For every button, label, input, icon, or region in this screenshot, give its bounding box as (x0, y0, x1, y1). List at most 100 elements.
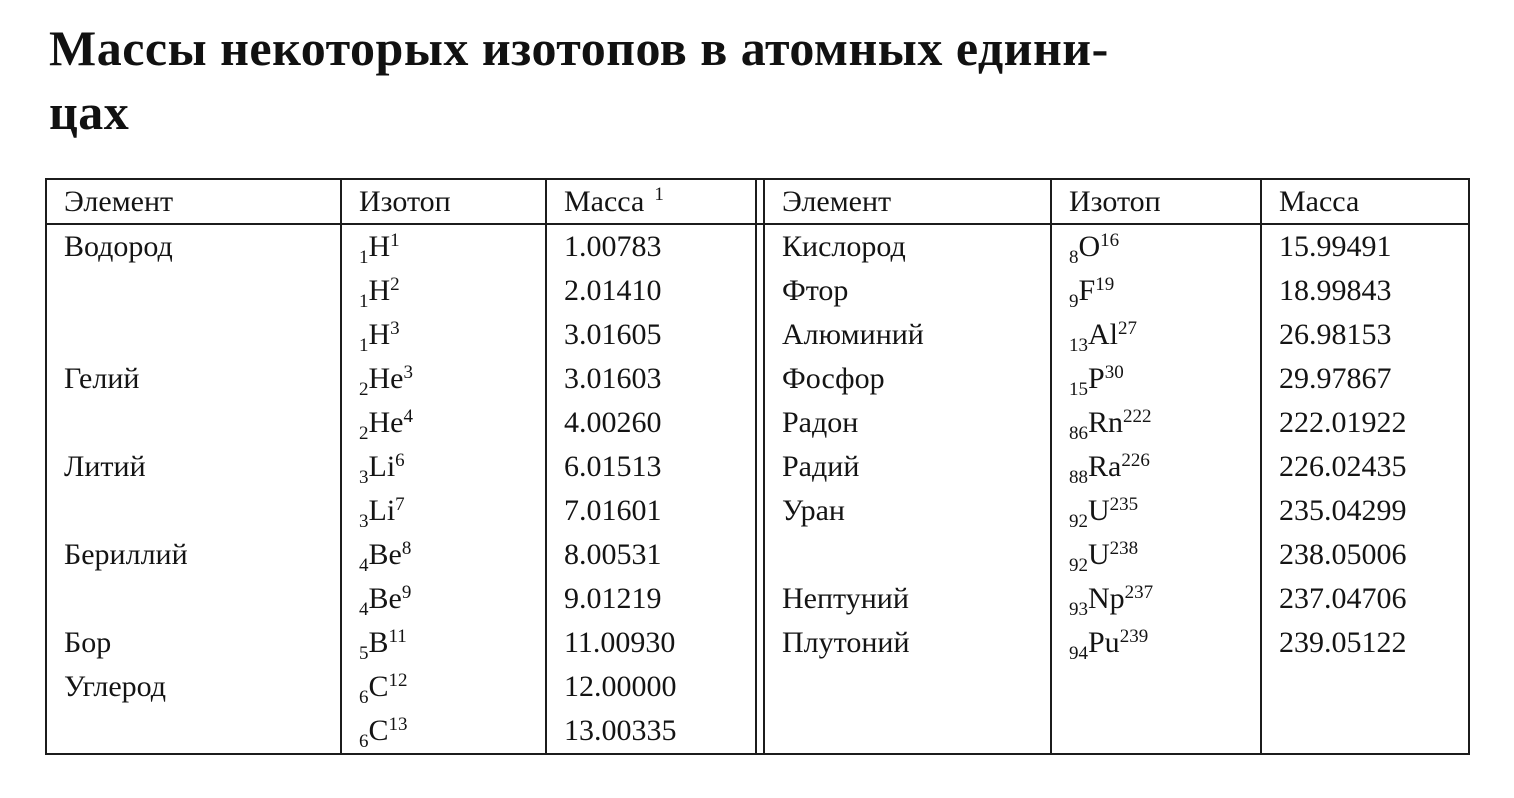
double-rule-spacer (755, 401, 765, 445)
isotope-mass-number: 2 (390, 274, 400, 295)
isotope-atomic-number: 2 (359, 379, 369, 400)
double-rule-spacer (755, 313, 765, 357)
table-row: 1H2 2.01410 Фтор 9F19 18.99843 (46, 269, 1469, 313)
mass-cell: 226.02435 (1260, 445, 1469, 489)
isotope-cell: 2He3 (340, 357, 546, 401)
table-row: 6C13 13.00335 (46, 709, 1469, 754)
mass-cell (1260, 709, 1469, 754)
isotope-atomic-number: 94 (1069, 643, 1088, 664)
isotope-mass-number: 6 (395, 450, 405, 471)
mass-cell: 26.98153 (1260, 313, 1469, 357)
double-rule-spacer (755, 621, 765, 665)
element-cell: Литий (64, 450, 146, 483)
isotope-atomic-number: 15 (1069, 379, 1088, 400)
column-header-isotope-left: Изотоп (340, 179, 546, 225)
mass-cell: 3.01603 (545, 357, 756, 401)
isotope-atomic-number: 13 (1069, 335, 1088, 356)
mass-cell: 1.00783 (545, 224, 756, 269)
table-header: Элемент Изотоп Масса 1 Элемент Изотоп Мас… (46, 179, 1469, 225)
isotope-mass-number: 19 (1095, 274, 1115, 295)
element-cell (764, 533, 1051, 577)
isotope-cell: 4Be9 (340, 577, 546, 621)
isotope-mass-table: Элемент Изотоп Масса 1 Элемент Изотоп Мас… (45, 178, 1470, 755)
isotope-atomic-number: 2 (359, 423, 369, 444)
isotope-atomic-number: 4 (359, 599, 369, 620)
isotope-cell: 4Be8 (340, 533, 546, 577)
page-title-line1: Массы некоторых изотопов в атомных едини… (49, 20, 1109, 76)
double-rule-spacer (755, 269, 765, 313)
table-row: 4Be9 9.01219 Нептуний 93Np237 237.04706 (46, 577, 1469, 621)
column-header-mass-left: Масса 1 (545, 179, 756, 225)
element-cell (764, 665, 1051, 709)
double-rule-spacer (755, 445, 765, 489)
element-cell (46, 401, 341, 445)
isotope-cell: 92U238 (1050, 533, 1261, 577)
element-cell: Фтор (782, 274, 849, 307)
isotope-cell: 1H3 (340, 313, 546, 357)
table-row: Литий 3Li6 6.01513 Радий 88Ra226 226.02435 (46, 445, 1469, 489)
isotope-cell: 1H1 (340, 224, 546, 269)
table-body: Водород 1H1 1.00783 Кислород 8O16 15.99491 1H2… (46, 224, 1469, 754)
isotope-cell (1050, 665, 1261, 709)
table-row: 1H3 3.01605 Алюминий 13Al27 26.98153 (46, 313, 1469, 357)
element-cell (46, 489, 341, 533)
isotope-mass-number: 16 (1100, 230, 1120, 251)
table-row: 3Li7 7.01601 Уран 92U235 235.04299 (46, 489, 1469, 533)
isotope-cell: 8O16 (1050, 224, 1261, 269)
element-cell (764, 709, 1051, 754)
mass-cell: 222.01922 (1260, 401, 1469, 445)
isotope-mass-number: 27 (1118, 318, 1137, 339)
page-title: Массы некоторых изотопов в атомных едини… (49, 16, 1470, 144)
isotope-atomic-number: 88 (1069, 467, 1088, 488)
document-page: Массы некоторых изотопов в атомных едини… (45, 16, 1470, 755)
isotope-mass-number: 237 (1124, 582, 1154, 603)
isotope-mass-number: 12 (388, 670, 408, 691)
isotope-atomic-number: 86 (1069, 423, 1088, 444)
isotope-cell: 6C12 (340, 665, 546, 709)
double-rule-spacer (755, 665, 765, 709)
mass-cell: 237.04706 (1260, 577, 1469, 621)
isotope-mass-number: 239 (1119, 626, 1149, 647)
header-row: Элемент Изотоп Масса 1 Элемент Изотоп Мас… (46, 179, 1469, 225)
isotope-cell: 13Al27 (1050, 313, 1261, 357)
double-rule-spacer (755, 357, 765, 401)
mass-cell: 239.05122 (1260, 621, 1469, 665)
element-cell: Водород (64, 230, 173, 263)
isotope-mass-number: 226 (1121, 450, 1150, 471)
mass-cell: 3.01605 (545, 313, 756, 357)
isotope-atomic-number: 1 (359, 335, 369, 356)
isotope-mass-number: 222 (1123, 406, 1152, 427)
element-cell: Уран (782, 494, 845, 527)
mass-cell: 11.00930 (545, 621, 756, 665)
isotope-atomic-number: 93 (1069, 599, 1088, 620)
isotope-atomic-number: 3 (359, 467, 369, 488)
element-cell (46, 313, 341, 357)
table-row: Гелий 2He3 3.01603 Фосфор 15P30 29.97867 (46, 357, 1469, 401)
mass-cell: 8.00531 (545, 533, 756, 577)
isotope-cell: 5B11 (340, 621, 546, 665)
mass-cell: 7.01601 (545, 489, 756, 533)
isotope-mass-number: 238 (1109, 538, 1139, 559)
table-row: 2He4 4.00260 Радон 86Rn222 222.01922 (46, 401, 1469, 445)
isotope-cell: 88Ra226 (1050, 445, 1261, 489)
element-cell: Радон (782, 406, 859, 439)
element-cell (46, 577, 341, 621)
column-header-element-left: Элемент (46, 179, 341, 225)
mass-cell: 12.00000 (545, 665, 756, 709)
isotope-atomic-number: 9 (1069, 291, 1079, 312)
element-cell: Алюминий (782, 318, 924, 351)
element-cell: Кислород (782, 230, 906, 263)
isotope-cell: 92U235 (1050, 489, 1261, 533)
mass-cell: 29.97867 (1260, 357, 1469, 401)
isotope-mass-number: 4 (403, 406, 413, 427)
isotope-mass-number: 8 (401, 538, 412, 559)
mass-cell: 238.05006 (1260, 533, 1469, 577)
double-rule-spacer (755, 179, 765, 225)
mass-cell: 2.01410 (545, 269, 756, 313)
table-row: Углерод 6C12 12.00000 (46, 665, 1469, 709)
page-title-line2: цах (49, 84, 130, 140)
isotope-atomic-number: 6 (359, 687, 369, 708)
mass-cell: 13.00335 (545, 709, 756, 754)
isotope-mass-number: 9 (401, 582, 412, 603)
isotope-cell (1050, 709, 1261, 754)
